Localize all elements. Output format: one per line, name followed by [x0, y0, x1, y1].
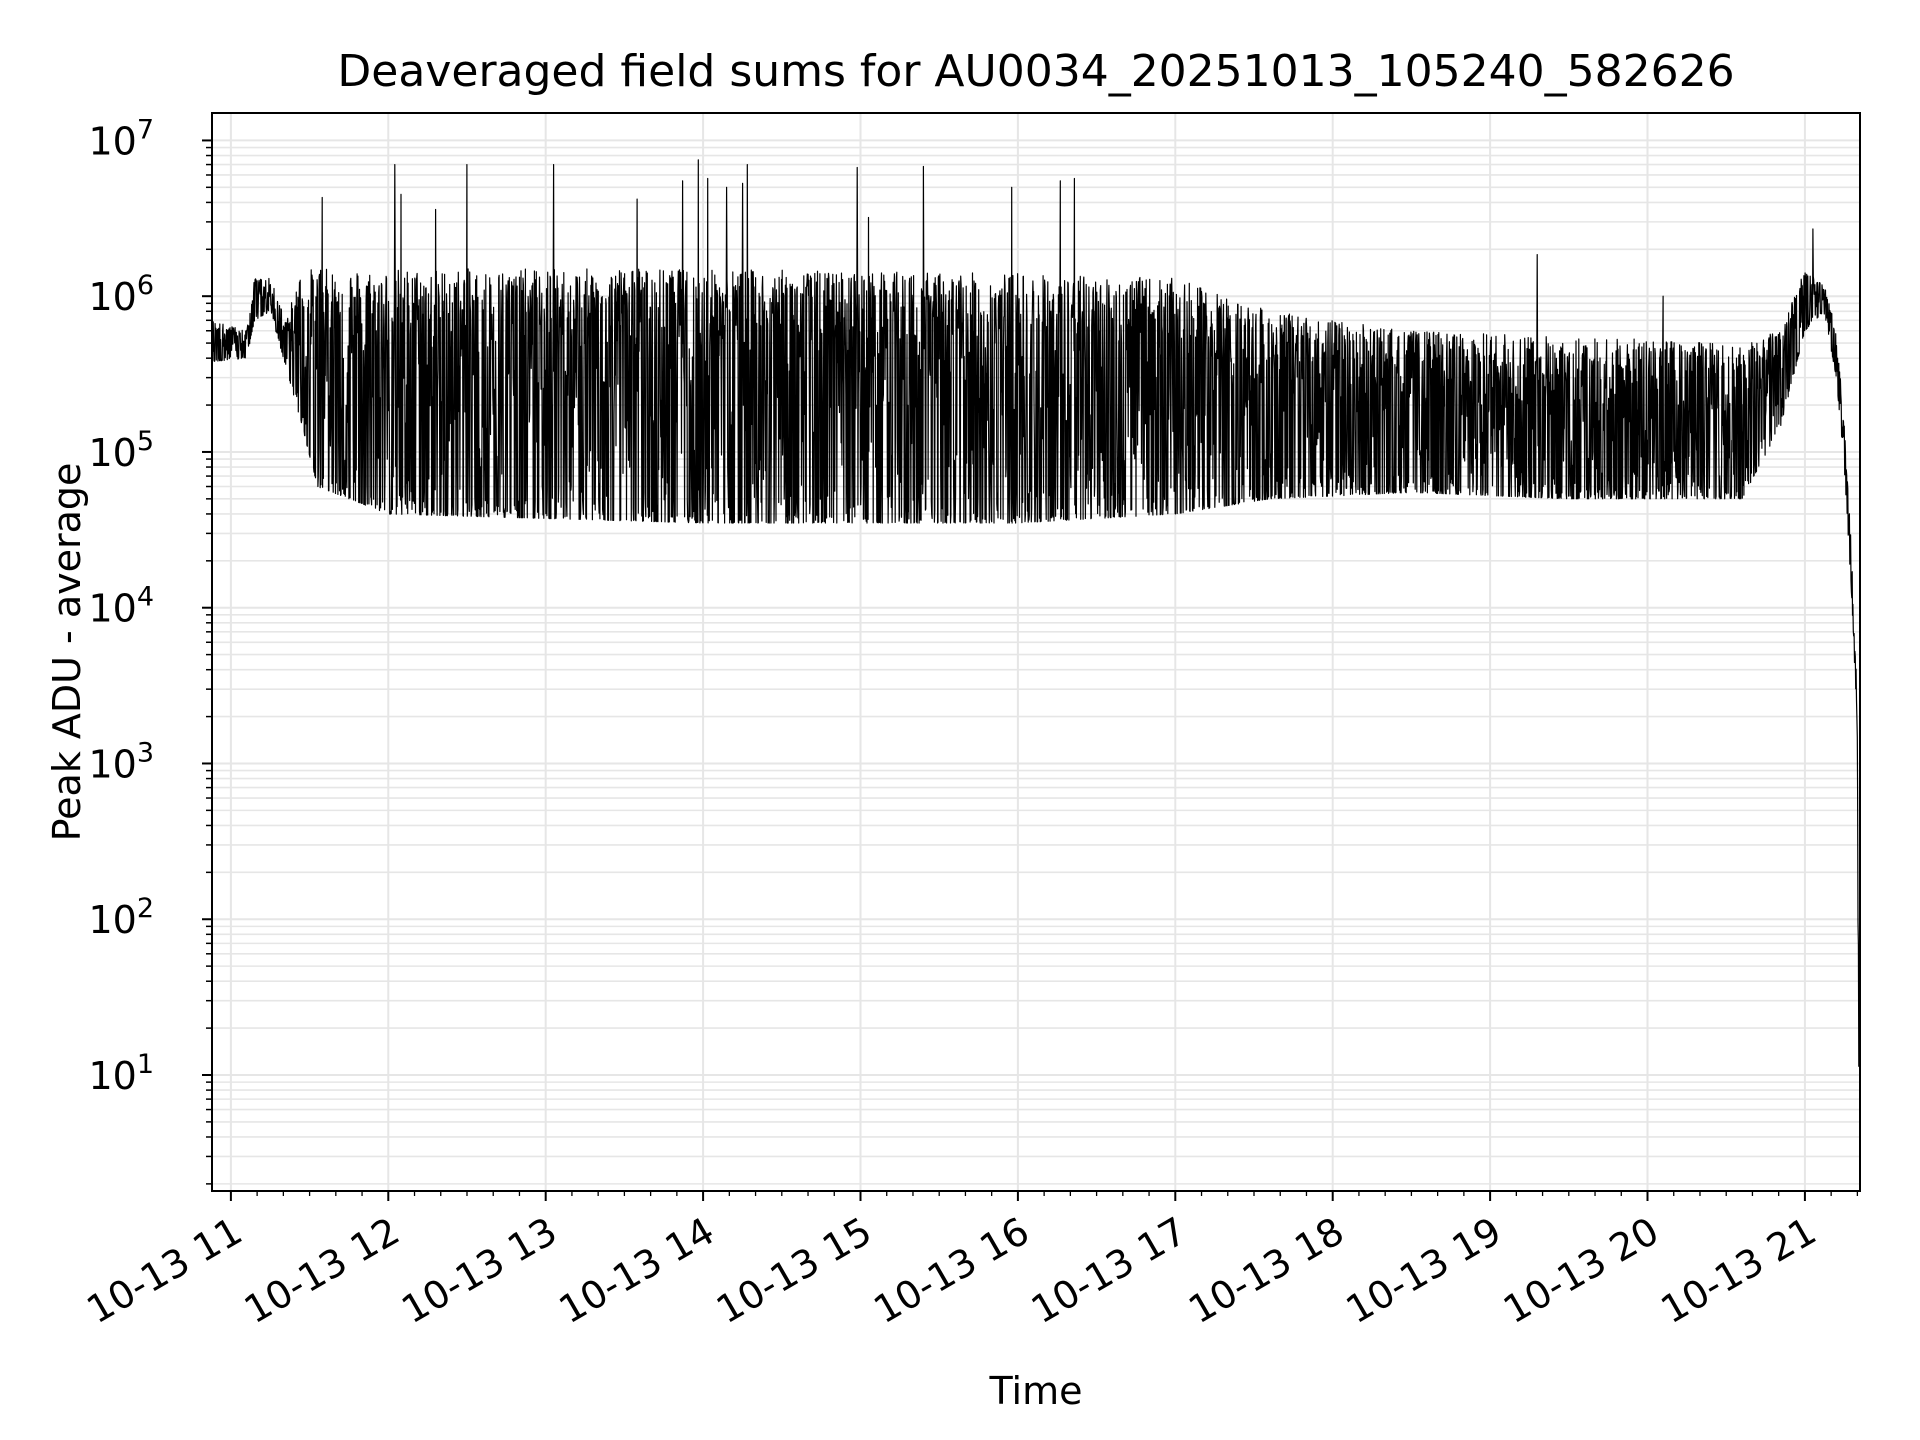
data-series	[211, 159, 1861, 1138]
x-axis-label: Time	[989, 1369, 1083, 1413]
y-axis-label: Peak ADU - average	[45, 463, 89, 842]
series-line	[211, 159, 1861, 1138]
plot-frame	[211, 112, 1861, 1192]
chart-title: Deaveraged field sums for AU0034_2025101…	[337, 46, 1734, 97]
axis-ticks	[202, 139, 1859, 1201]
plot-area-background	[212, 113, 1860, 1191]
y-tick-label: 107	[88, 114, 154, 163]
grid	[212, 113, 1860, 1191]
y-tick-label: 106	[88, 270, 154, 319]
